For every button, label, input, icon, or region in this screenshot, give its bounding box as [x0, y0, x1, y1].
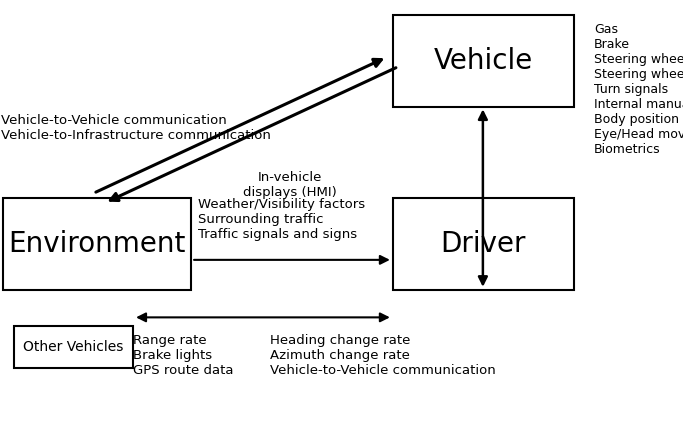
Text: Vehicle-to-Vehicle communication
Vehicle-to-Infrastructure communication: Vehicle-to-Vehicle communication Vehicle… [1, 114, 271, 142]
Text: Vehicle: Vehicle [434, 47, 533, 75]
Text: Range rate
Brake lights
GPS route data: Range rate Brake lights GPS route data [133, 334, 234, 377]
Text: Weather/Visibility factors
Surrounding traffic
Traffic signals and signs: Weather/Visibility factors Surrounding t… [198, 198, 365, 241]
Text: Driver: Driver [441, 230, 526, 258]
Text: Environment: Environment [9, 230, 186, 258]
FancyBboxPatch shape [393, 15, 574, 106]
Text: Other Vehicles: Other Vehicles [23, 340, 124, 354]
Text: Heading change rate
Azimuth change rate
Vehicle-to-Vehicle communication: Heading change rate Azimuth change rate … [270, 334, 496, 377]
FancyBboxPatch shape [3, 198, 191, 290]
Text: In-vehicle
displays (HMI): In-vehicle displays (HMI) [243, 171, 337, 199]
FancyBboxPatch shape [393, 198, 574, 290]
FancyBboxPatch shape [14, 326, 133, 368]
Text: Gas
Brake
Steering wheel angle
Steering wheel angle rate
Turn signals
Internal m: Gas Brake Steering wheel angle Steering … [594, 23, 683, 156]
